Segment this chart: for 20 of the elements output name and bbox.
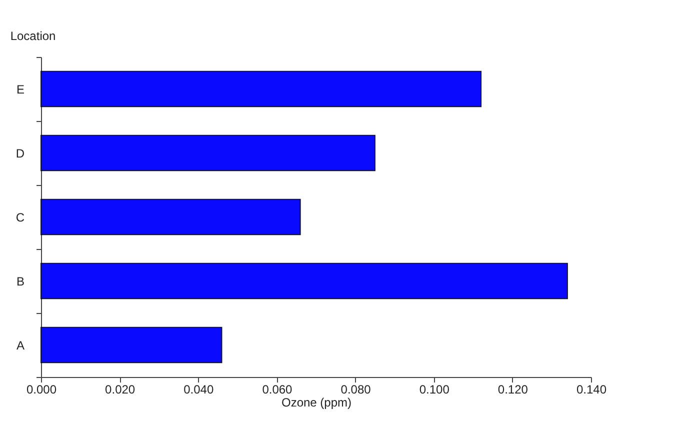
x-tick-label: 0.060 xyxy=(262,382,293,396)
y-tick-label: A xyxy=(16,338,24,352)
y-tick-label: B xyxy=(16,274,24,288)
y-axis-title: Location xyxy=(10,29,56,43)
x-tick-label: 0.020 xyxy=(105,382,136,396)
y-tick-label: D xyxy=(16,146,25,160)
y-tick-label: E xyxy=(16,82,24,96)
x-tick-label: 0.000 xyxy=(26,382,57,396)
x-tick-label: 0.040 xyxy=(184,382,214,396)
bar xyxy=(40,70,482,108)
x-tick-label: 0.120 xyxy=(498,382,528,396)
x-tick-label: 0.100 xyxy=(419,382,450,396)
x-tick-label: 0.080 xyxy=(340,382,372,396)
bar xyxy=(40,326,222,364)
x-tick-label: 0.140 xyxy=(576,382,607,396)
y-tick-label: C xyxy=(16,210,25,224)
x-axis-title: Ozone (ppm) xyxy=(281,396,352,410)
bar xyxy=(40,262,568,300)
bar xyxy=(40,134,376,172)
bar xyxy=(40,198,301,236)
